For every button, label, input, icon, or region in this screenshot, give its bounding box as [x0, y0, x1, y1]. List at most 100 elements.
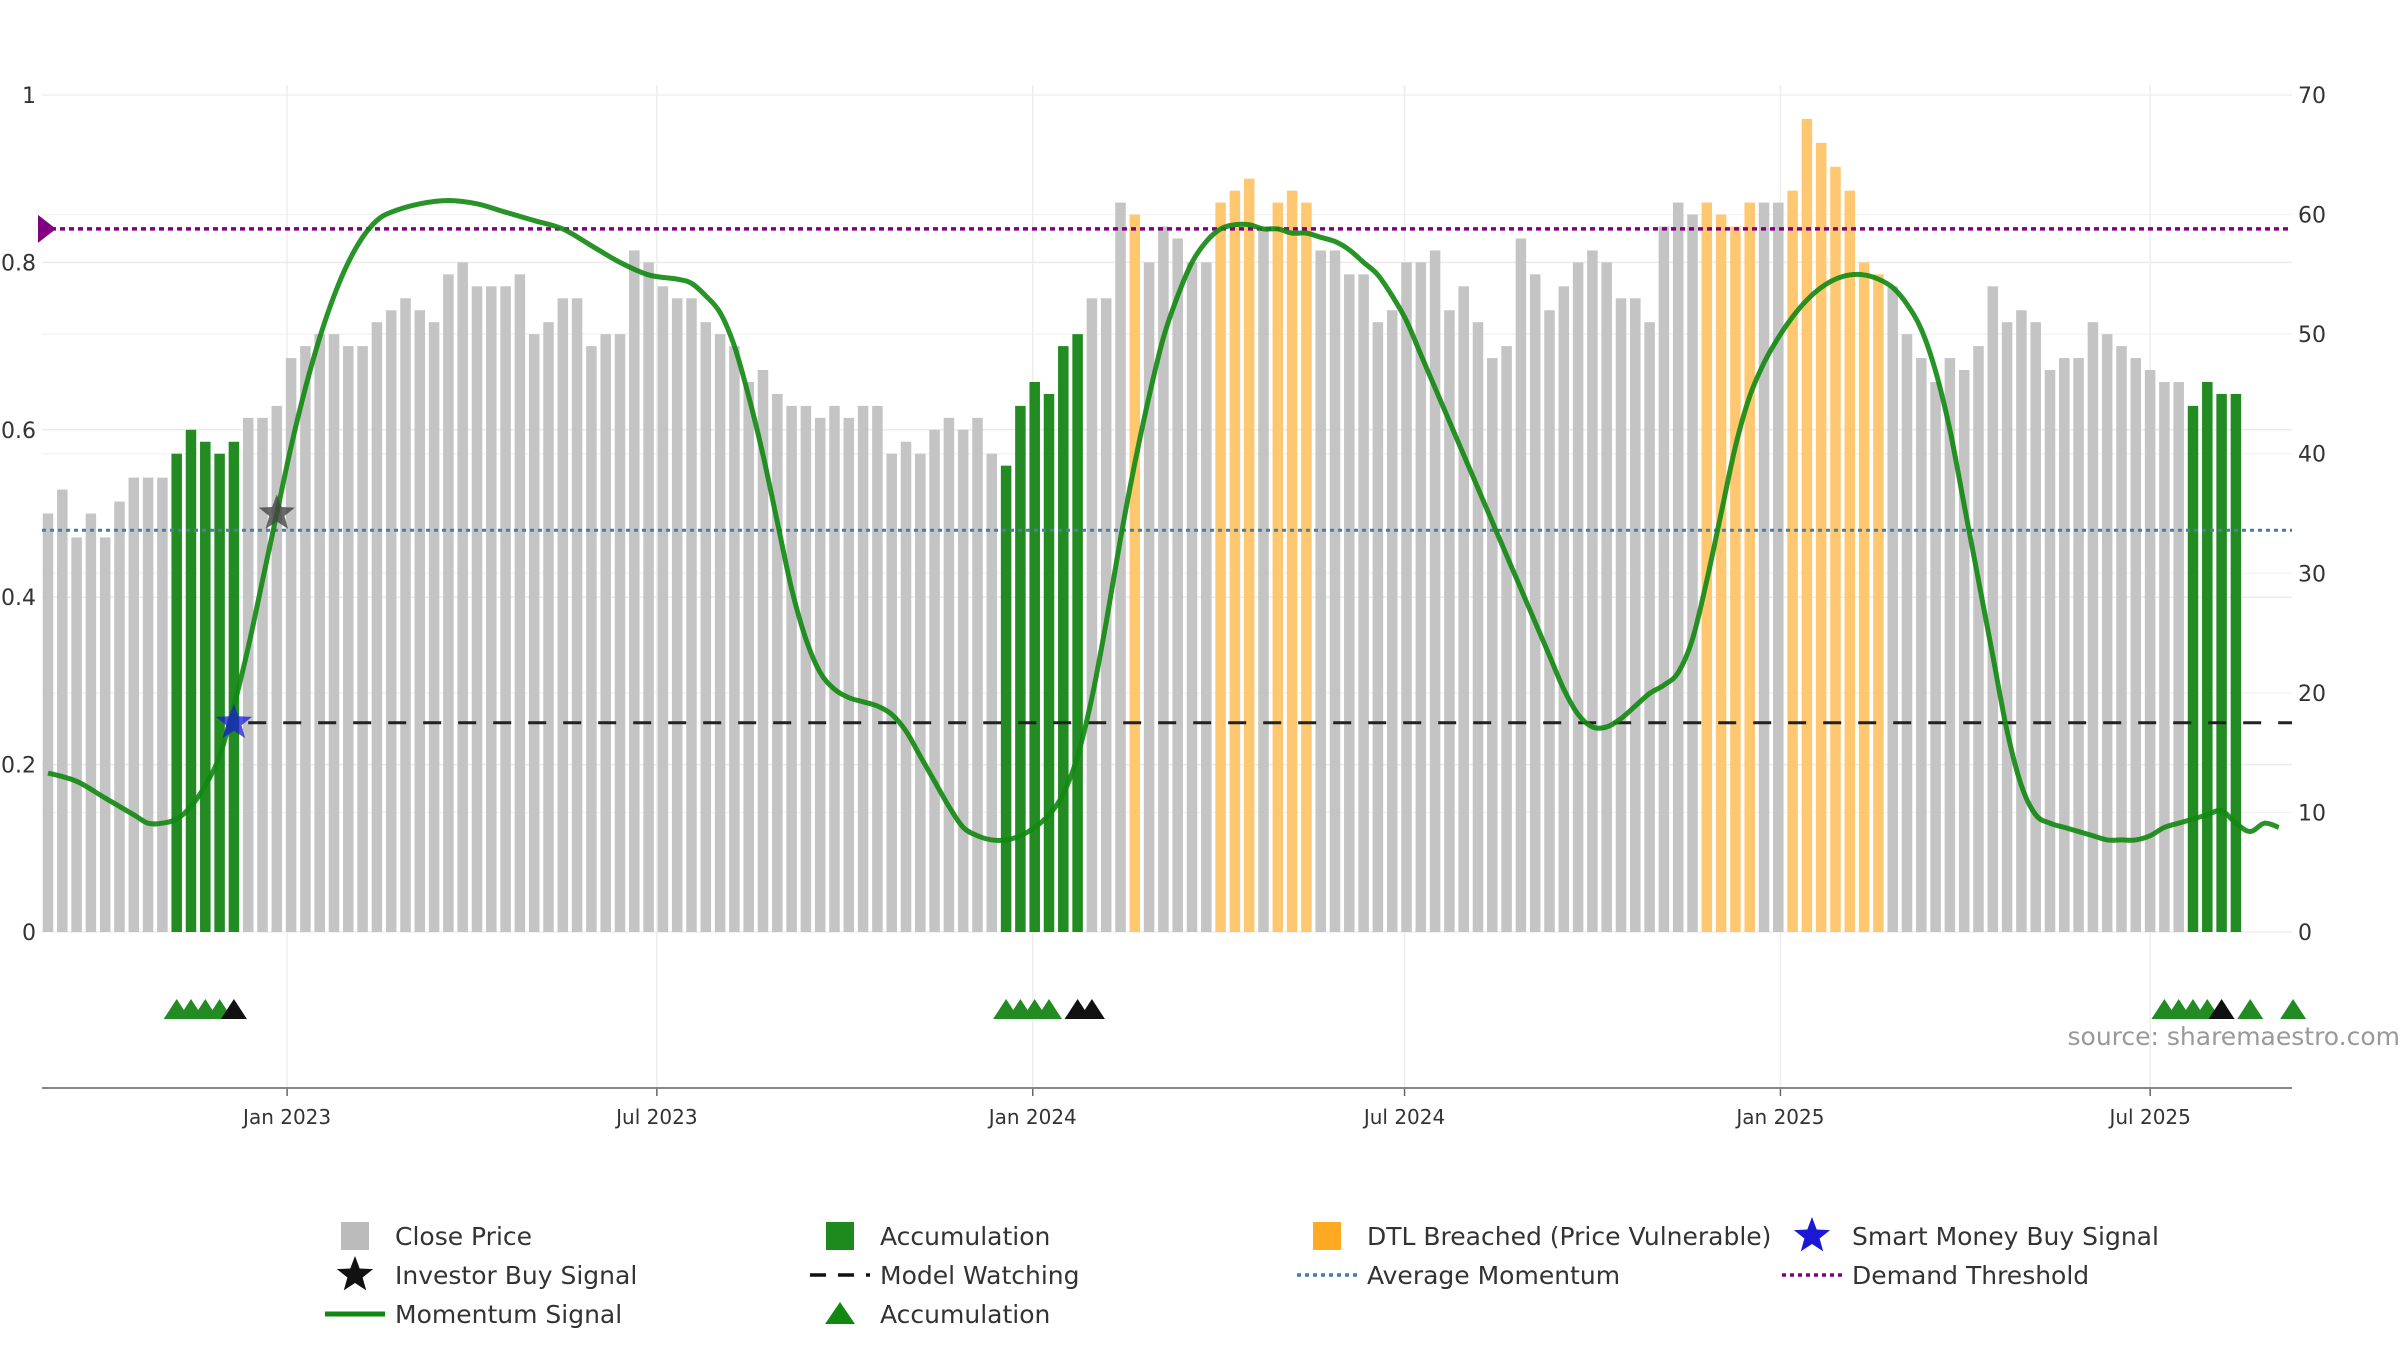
price-bar: [414, 310, 426, 932]
price-bar: [1301, 202, 1312, 933]
price-bar: [829, 405, 840, 932]
price-bar: [671, 298, 683, 932]
y-right-tick-label: 10: [2298, 801, 2326, 826]
close-price-bars: [42, 118, 2242, 933]
price-bar: [557, 298, 569, 932]
investor-triangle: [1078, 999, 1105, 1019]
price-bar: [1115, 202, 1126, 933]
x-tick-label: Jan 2024: [987, 1105, 1077, 1129]
price-bar: [543, 322, 554, 933]
price-bar: [1873, 274, 1884, 932]
y-right-tick-label: 60: [2298, 204, 2326, 229]
price-bar: [1258, 226, 1269, 932]
y-left-tick-label: 0.8: [1, 251, 36, 276]
price-bar: [1201, 262, 1212, 932]
price-bar: [1644, 322, 1655, 933]
smart-money-star: [215, 703, 252, 739]
y-right-tick-label: 50: [2298, 323, 2326, 348]
price-bar: [757, 370, 769, 932]
price-bar: [743, 381, 754, 932]
price-bar: [1916, 358, 1927, 932]
reference-lines: [38, 214, 2292, 725]
price-bar: [357, 346, 368, 933]
price-bar: [443, 274, 454, 932]
price-bar: [2230, 393, 2242, 932]
price-bar: [300, 346, 311, 933]
legend-label: Demand Threshold: [1852, 1261, 2089, 1290]
legend-star-icon: [336, 1256, 374, 1291]
accumulation-triangle: [2237, 999, 2264, 1019]
price-bar: [1801, 118, 1813, 932]
momentum-signal: [47, 197, 2280, 843]
price-bar: [643, 262, 654, 932]
y-left-tick-label: 0: [22, 921, 36, 946]
price-bar: [42, 513, 54, 932]
legend-square-icon: [341, 1222, 369, 1250]
price-bar: [1015, 405, 1026, 932]
x-tick-label: Jul 2023: [614, 1105, 697, 1129]
price-bar: [1930, 381, 1941, 932]
price-bar: [1901, 334, 1913, 933]
price-bar: [1758, 202, 1770, 933]
price-bar: [1272, 202, 1284, 933]
x-tick-label: Jul 2025: [2107, 1105, 2190, 1129]
price-bar: [371, 322, 383, 933]
legend-label: Close Price: [395, 1222, 532, 1251]
price-bar: [1672, 202, 1684, 933]
price-bar: [486, 286, 497, 932]
buy-signals: [215, 494, 295, 739]
price-bar: [1401, 262, 1412, 932]
investor-star: [258, 494, 295, 529]
price-bar: [1572, 262, 1584, 932]
price-bar: [957, 429, 969, 932]
legend-item: Average Momentum: [1297, 1261, 1620, 1290]
price-bar: [185, 429, 197, 932]
price-bar: [600, 334, 611, 933]
price-bar: [614, 334, 626, 933]
price-bar: [800, 405, 812, 932]
price-bar: [1487, 358, 1498, 932]
price-bar: [1072, 334, 1083, 933]
legend-item: Close Price: [341, 1222, 532, 1251]
price-bar: [1129, 214, 1141, 933]
y-right-tick-label: 20: [2298, 682, 2326, 707]
price-bar: [1043, 393, 1055, 932]
price-bar: [1429, 250, 1441, 932]
price-bar: [285, 358, 297, 932]
price-bar: [1558, 286, 1570, 932]
price-bar: [528, 334, 540, 933]
price-bar: [257, 417, 268, 932]
price-bar: [1172, 238, 1183, 932]
accumulation-triangle: [2280, 999, 2307, 1019]
price-bar: [1329, 250, 1341, 932]
price-bar: [1630, 298, 1641, 932]
price-bar: [1544, 310, 1555, 932]
price-bar: [2101, 334, 2113, 933]
legend-label: Accumulation: [880, 1300, 1050, 1329]
price-bar: [1372, 322, 1384, 933]
price-bar: [2187, 405, 2199, 932]
price-bar: [200, 441, 211, 932]
price-bar: [1815, 142, 1827, 933]
price-bar: [514, 274, 526, 932]
price-bar: [428, 322, 440, 933]
price-bar: [2202, 381, 2213, 932]
price-bar: [1143, 262, 1155, 932]
price-bar: [1444, 310, 1455, 932]
price-bar: [571, 298, 583, 932]
price-bar: [1987, 286, 1999, 932]
price-bar: [886, 453, 897, 932]
accumulation-triangle: [1036, 999, 1062, 1019]
price-bar: [1744, 202, 1755, 933]
price-bar: [1315, 250, 1326, 932]
price-bar: [900, 441, 912, 932]
legend-item: Model Watching: [810, 1261, 1080, 1290]
price-bar: [1229, 190, 1241, 932]
price-bar: [1858, 262, 1870, 932]
price-bar: [586, 346, 597, 933]
y-right-tick-label: 30: [2298, 562, 2326, 587]
price-bar: [228, 441, 240, 932]
price-bar: [1958, 370, 1970, 932]
price-bar: [1286, 190, 1298, 932]
